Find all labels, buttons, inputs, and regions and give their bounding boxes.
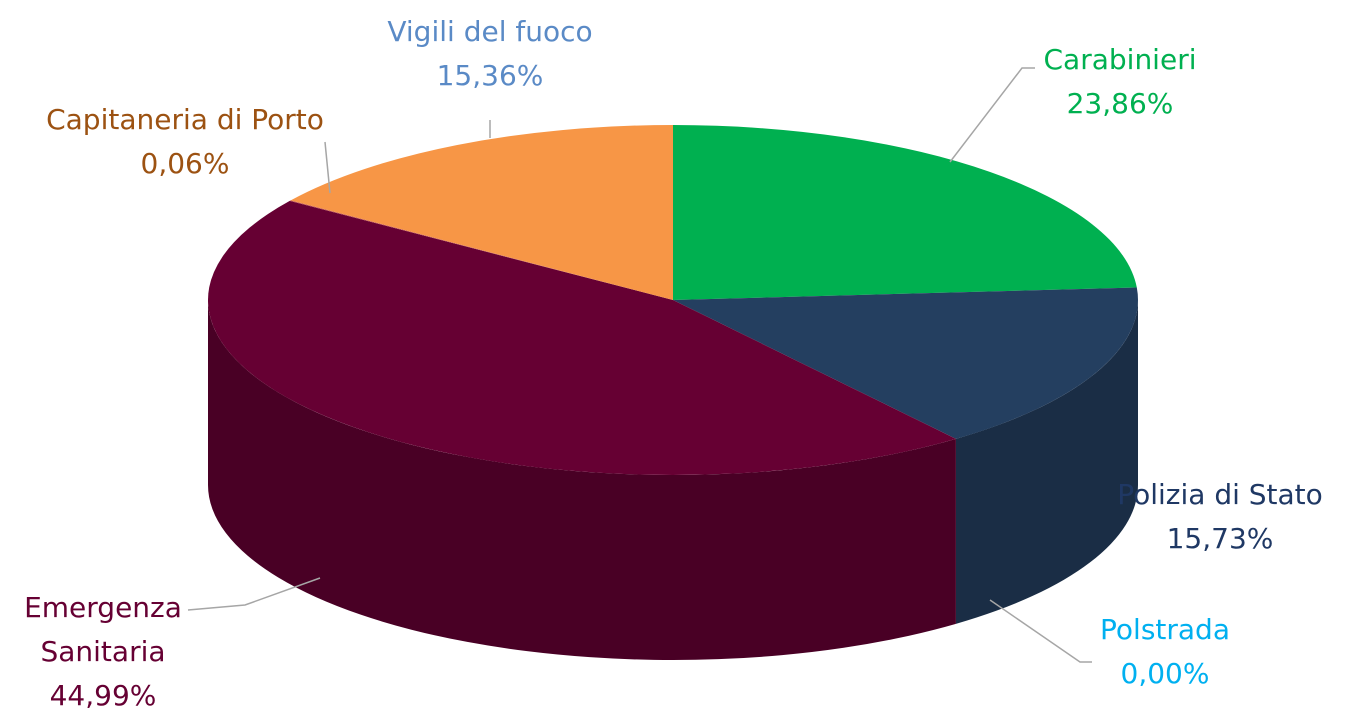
data-label: Polizia di Stato 15,73% (1117, 473, 1323, 561)
pie-side (208, 300, 956, 661)
leader-line (989, 599, 1092, 663)
category-label: Emergenza Sanitaria (24, 591, 182, 668)
pie-slice (673, 125, 1137, 300)
data-label: Vigili del fuoco 15,36% (387, 10, 592, 98)
leader-line (324, 141, 331, 194)
pie-slice (673, 287, 1138, 439)
data-label: Polstrada 0,00% (1100, 608, 1230, 696)
value-label: 23,86% (1066, 87, 1174, 120)
value-label: 15,73% (1166, 522, 1274, 555)
pie-slice (290, 125, 673, 300)
leader-line (187, 577, 321, 611)
data-label: Capitaneria di Porto 0,06% (46, 98, 324, 186)
value-label: 15,36% (436, 59, 544, 92)
data-label: Carabinieri 23,86% (1044, 38, 1197, 126)
category-label: Carabinieri (1043, 43, 1197, 76)
value-label: 0,06% (140, 147, 230, 180)
leader-line (949, 67, 1035, 163)
category-label: Vigili del fuoco (387, 15, 593, 48)
category-label: Polstrada (1100, 613, 1230, 646)
pie-slice (208, 200, 956, 475)
pie-tops (208, 125, 1138, 475)
category-label: Polizia di Stato (1117, 478, 1323, 511)
value-label: 0,00% (1120, 657, 1210, 690)
data-label: Emergenza Sanitaria 44,99% (3, 586, 203, 718)
pie-slice (289, 200, 673, 300)
category-label: Capitaneria di Porto (46, 103, 324, 136)
pie-sides (208, 300, 1138, 661)
pie-side (955, 300, 1138, 624)
value-label: 44,99% (49, 679, 157, 712)
